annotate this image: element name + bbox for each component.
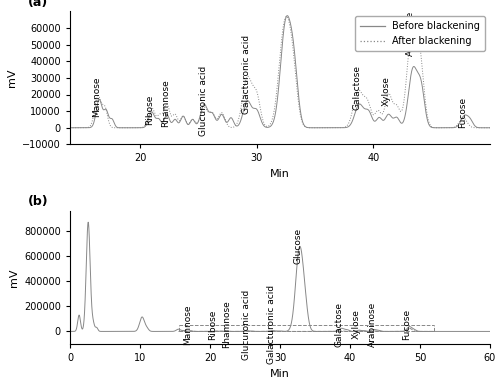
Text: Fucose: Fucose [458, 97, 466, 129]
Text: Ribose: Ribose [145, 94, 154, 125]
Text: Xylose: Xylose [382, 76, 391, 106]
Text: Galacturonic acid: Galacturonic acid [268, 285, 276, 364]
Text: Glucuronic acid: Glucuronic acid [242, 290, 250, 359]
Text: Rhamnose: Rhamnose [162, 79, 170, 127]
Text: (b): (b) [28, 195, 48, 208]
Legend: Before blackening, After blackening: Before blackening, After blackening [356, 16, 485, 51]
Text: Glucose: Glucose [294, 228, 302, 264]
Text: Xylose: Xylose [352, 310, 360, 339]
Text: Mannose: Mannose [184, 304, 192, 345]
Text: Fucose: Fucose [402, 309, 411, 340]
Text: Galactose: Galactose [334, 302, 343, 347]
Text: Arabinose: Arabinose [368, 302, 376, 347]
Y-axis label: mV: mV [8, 268, 18, 287]
Text: Galacturonic acid: Galacturonic acid [242, 35, 251, 114]
Text: Arabinose: Arabinose [406, 10, 416, 56]
X-axis label: Min: Min [270, 169, 290, 179]
Y-axis label: mV: mV [6, 69, 16, 87]
Text: Ribose: Ribose [208, 309, 217, 340]
Text: (a): (a) [28, 0, 48, 9]
Text: Rhamnose: Rhamnose [222, 301, 231, 349]
Text: Mannose: Mannose [92, 77, 102, 117]
Text: Galactose: Galactose [352, 65, 362, 110]
Text: Glucuronic acid: Glucuronic acid [198, 66, 207, 136]
X-axis label: Min: Min [270, 369, 290, 378]
